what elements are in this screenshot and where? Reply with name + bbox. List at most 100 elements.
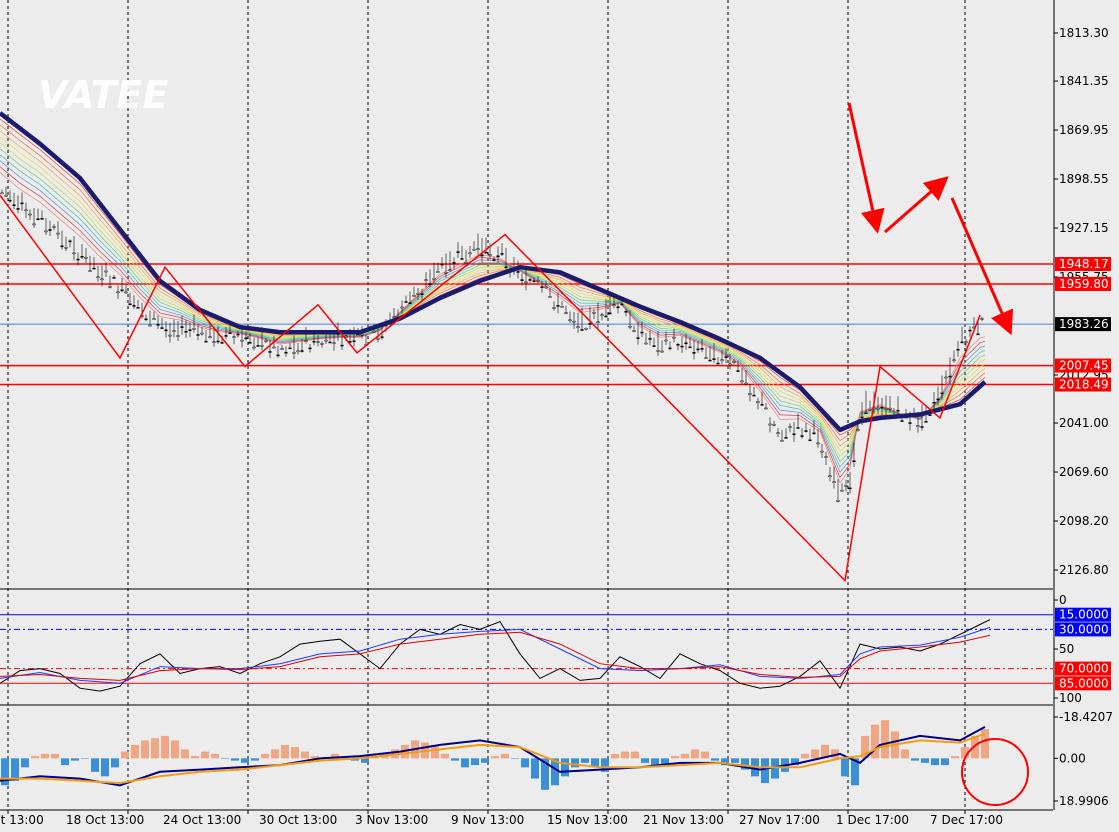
candle-body bbox=[824, 456, 828, 458]
candle-body bbox=[832, 481, 836, 483]
stoch-line bbox=[0, 631, 991, 681]
candle-body bbox=[168, 334, 172, 337]
level-label-bg bbox=[1055, 358, 1111, 373]
candle-body bbox=[796, 427, 800, 429]
macd-histogram-bar bbox=[21, 758, 29, 768]
candle-body bbox=[852, 460, 856, 462]
candle-body bbox=[44, 230, 48, 233]
candle-body bbox=[8, 199, 12, 202]
candle-body bbox=[884, 408, 888, 410]
candle-body bbox=[964, 341, 968, 343]
candle-body bbox=[664, 339, 668, 342]
macd-histogram-bar bbox=[511, 758, 519, 759]
candle-body bbox=[312, 340, 316, 343]
candle-body bbox=[392, 316, 396, 318]
candle-body bbox=[436, 271, 440, 273]
candle-body bbox=[64, 247, 68, 249]
candle-body bbox=[116, 291, 120, 294]
candle-body bbox=[408, 302, 412, 304]
macd-histogram-bar bbox=[981, 729, 989, 759]
candle-body bbox=[184, 331, 188, 333]
candle-body bbox=[764, 407, 768, 410]
candle-body bbox=[432, 278, 436, 280]
candle-body bbox=[836, 500, 840, 502]
macd-histogram-bar bbox=[761, 758, 769, 784]
candle-body bbox=[228, 332, 232, 335]
macd-histogram-bar bbox=[281, 744, 289, 759]
candle-body bbox=[924, 421, 928, 423]
candle-body bbox=[676, 344, 680, 346]
candle-body bbox=[708, 359, 712, 362]
candle-body bbox=[320, 343, 324, 345]
candle-body bbox=[504, 266, 508, 269]
level-label: 2018.49 bbox=[1059, 377, 1109, 391]
candle-body bbox=[96, 276, 100, 279]
candle-body bbox=[700, 348, 704, 350]
candle-body bbox=[652, 345, 656, 347]
candle-body bbox=[748, 393, 752, 395]
candle-body bbox=[248, 341, 252, 344]
macd-histogram-bar bbox=[481, 758, 489, 763]
candle-body bbox=[544, 286, 548, 289]
candle-body bbox=[464, 262, 468, 264]
candle-body bbox=[724, 356, 728, 358]
candle-body bbox=[472, 248, 476, 251]
macd-histogram-bar bbox=[161, 735, 169, 759]
candle-body bbox=[24, 209, 28, 212]
candle-body bbox=[100, 278, 104, 281]
level-label-bg bbox=[1055, 377, 1111, 392]
candle-body bbox=[380, 336, 384, 338]
macd-histogram-bar bbox=[831, 749, 839, 759]
candle-body bbox=[584, 327, 588, 330]
candle-body bbox=[496, 255, 500, 257]
candle-body bbox=[600, 314, 604, 316]
candle-body bbox=[732, 361, 736, 363]
macd-histogram-bar bbox=[261, 753, 269, 759]
candle-body bbox=[420, 293, 424, 295]
candle-body bbox=[12, 204, 16, 207]
candle-body bbox=[276, 354, 280, 357]
macd-histogram-bar bbox=[121, 751, 129, 759]
macd-histogram-bar bbox=[441, 753, 449, 759]
candle-body bbox=[16, 208, 20, 210]
ma-ribbon-line bbox=[0, 160, 986, 473]
candle-body bbox=[416, 293, 420, 295]
candle-body bbox=[684, 342, 688, 345]
candle-body bbox=[452, 262, 456, 264]
candle-body bbox=[816, 442, 820, 445]
candle-body bbox=[572, 320, 576, 323]
candle-body bbox=[880, 407, 884, 409]
candle-body bbox=[264, 340, 268, 342]
slow-ma-line bbox=[0, 111, 987, 433]
candle-body bbox=[888, 407, 892, 410]
macd-histogram-bar bbox=[531, 758, 539, 779]
candle-body bbox=[144, 318, 148, 321]
candle-body bbox=[656, 350, 660, 352]
macd-histogram-bar bbox=[71, 758, 79, 761]
macd-histogram-bar bbox=[241, 758, 249, 763]
candle-body bbox=[916, 425, 920, 427]
candle-body bbox=[460, 258, 464, 260]
candle-body bbox=[200, 332, 204, 335]
time-label: 1 Dec 17:00 bbox=[836, 813, 909, 827]
candle-body bbox=[304, 340, 308, 342]
candle-body bbox=[204, 340, 208, 343]
time-label: 30 Oct 13:00 bbox=[259, 813, 337, 827]
candle-body bbox=[180, 326, 184, 328]
macd-histogram-bar bbox=[461, 758, 469, 768]
watermark-logo: VATEE bbox=[38, 73, 168, 117]
candle-body bbox=[268, 351, 272, 353]
macd-tick-label: -18.4207 bbox=[1059, 710, 1113, 724]
candle-body bbox=[940, 392, 944, 395]
candle-body bbox=[716, 362, 720, 365]
candle-body bbox=[492, 259, 496, 261]
macd-histogram-bar bbox=[741, 758, 749, 770]
candle-body bbox=[160, 327, 164, 329]
candle-body bbox=[76, 258, 80, 261]
candle-body bbox=[800, 435, 804, 437]
macd-histogram-bar bbox=[591, 758, 599, 768]
price-tick-label: 1869.95 bbox=[1059, 123, 1109, 137]
plot-area[interactable] bbox=[0, 0, 1055, 811]
candle-body bbox=[220, 342, 224, 344]
